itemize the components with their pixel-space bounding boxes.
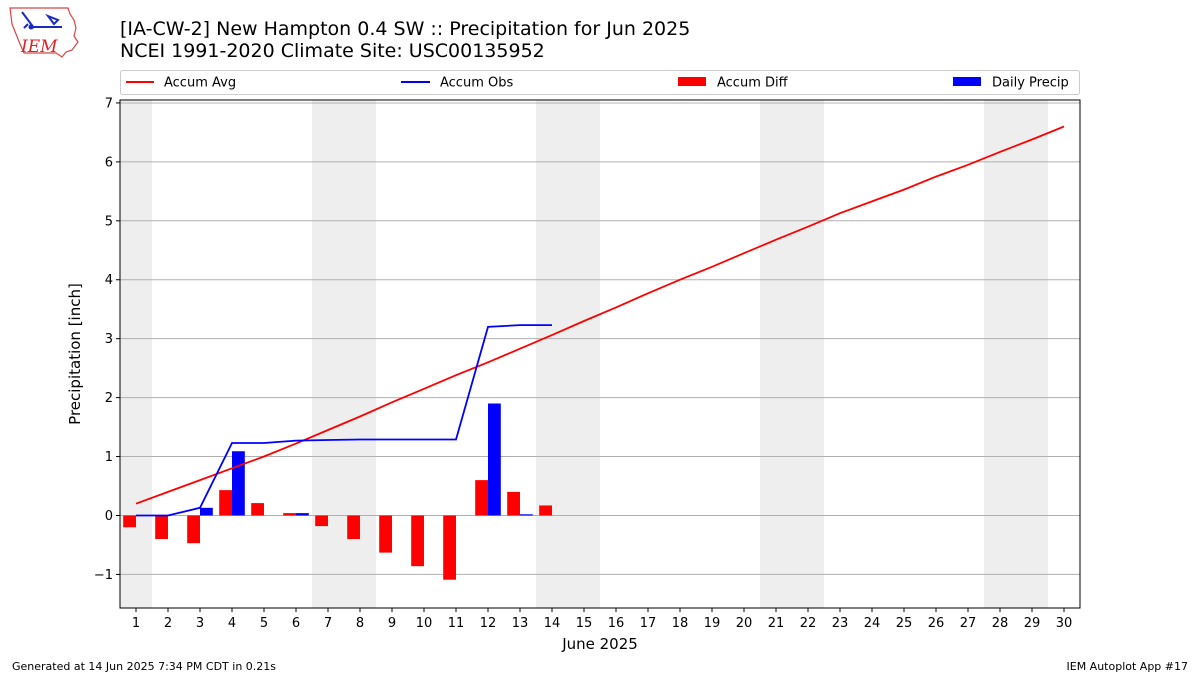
- legend-label-accum-obs: Accum Obs: [440, 76, 513, 91]
- accum-avg-line: [135, 125, 1065, 505]
- x-tick-label-27: 27: [960, 616, 977, 631]
- x-tick-label-9: 9: [388, 616, 396, 631]
- chart-title: [IA-CW-2] New Hampton 0.4 SW :: Precipit…: [120, 18, 690, 40]
- x-tick-label-13: 13: [512, 616, 529, 631]
- x-tick-label-12: 12: [480, 616, 497, 631]
- x-tick-label-3: 3: [196, 616, 204, 631]
- x-axis-label: June 2025: [561, 635, 638, 653]
- x-tick-label-7: 7: [324, 616, 332, 631]
- daily-precip-bar-4: [232, 451, 245, 516]
- iem-logo: IEM: [9, 7, 79, 58]
- y-tick-label-4: 4: [105, 273, 113, 288]
- accum-diff-bar-11: [443, 515, 456, 580]
- daily-precip-bar-12: [488, 403, 501, 516]
- accum-diff-bar-5: [251, 503, 264, 516]
- plot-frame: [119, 99, 1081, 609]
- accum-diff-bar-1: [123, 515, 136, 528]
- footer-app-id: IEM Autoplot App #17: [1067, 660, 1189, 673]
- y-tick-label-0: 0: [105, 509, 113, 524]
- series-lines: [135, 125, 1065, 517]
- legend: Accum Avg Accum Obs Accum Diff Daily Pre…: [120, 70, 1080, 95]
- accum-obs-line: [136, 324, 552, 517]
- x-tick-label-1: 1: [132, 616, 140, 631]
- accum-diff-bar-12: [475, 480, 488, 516]
- x-tick-label-25: 25: [896, 616, 913, 631]
- x-tick-label-2: 2: [164, 616, 172, 631]
- x-tick-label-4: 4: [228, 616, 236, 631]
- weekend-band-1: [120, 100, 152, 608]
- accum-diff-bar-9: [379, 515, 392, 553]
- footer-generated: Generated at 14 Jun 2025 7:34 PM CDT in …: [12, 660, 276, 673]
- y-tick-label-6: 6: [105, 155, 113, 170]
- x-tick-label-24: 24: [864, 616, 881, 631]
- x-tick-label-17: 17: [640, 616, 657, 631]
- legend-swatch-accum-diff: [678, 77, 706, 86]
- x-tick-label-22: 22: [800, 616, 817, 631]
- bars: [123, 403, 552, 580]
- accum-diff-bar-14: [539, 505, 552, 516]
- x-tick-label-18: 18: [672, 616, 689, 631]
- x-tick-label-21: 21: [768, 616, 785, 631]
- x-tick-label-28: 28: [992, 616, 1009, 631]
- x-tick-label-10: 10: [416, 616, 433, 631]
- x-tick-label-8: 8: [356, 616, 364, 631]
- accum-diff-bar-3: [187, 515, 200, 544]
- x-tick-label-14: 14: [544, 616, 561, 631]
- x-tick-label-5: 5: [260, 616, 268, 631]
- x-axis-ticks: 1 2 3 4 5 6 7 8 9 10 11 12 13 14 15 16 17 18 19 20 21 22 23 24 2…: [132, 608, 1072, 631]
- y-tick-label-5: 5: [105, 214, 113, 229]
- weekend-band-5: [984, 100, 1048, 608]
- x-tick-label-16: 16: [608, 616, 625, 631]
- chart-subtitle: NCEI 1991-2020 Climate Site: USC00135952: [120, 40, 545, 62]
- legend-swatch-daily-precip: [953, 77, 981, 86]
- x-tick-label-26: 26: [928, 616, 945, 631]
- weekend-band-2: [312, 100, 376, 608]
- x-tick-label-23: 23: [832, 616, 849, 631]
- y-tick-label-3: 3: [105, 332, 113, 347]
- x-tick-label-15: 15: [576, 616, 593, 631]
- accum-diff-bar-2: [155, 515, 168, 540]
- x-tick-label-11: 11: [448, 616, 465, 631]
- accum-diff-bar-4: [219, 490, 232, 516]
- y-axis-ticks: −1 0 1 2 3 4 5 6 7: [94, 96, 120, 583]
- x-tick-label-6: 6: [292, 616, 300, 631]
- daily-precip-bar-6: [296, 513, 309, 516]
- logo-text: IEM: [20, 37, 58, 57]
- y-axis-label: Precipitation [inch]: [66, 283, 84, 425]
- legend-label-daily-precip: Daily Precip: [992, 76, 1069, 91]
- y-tick-label--1: −1: [94, 568, 113, 583]
- accum-diff-bar-7: [315, 515, 328, 527]
- accum-diff-bar-6: [283, 513, 296, 516]
- y-tick-label-2: 2: [105, 391, 113, 406]
- y-tick-label-7: 7: [105, 96, 113, 111]
- x-tick-label-19: 19: [704, 616, 721, 631]
- weekend-bands: [120, 100, 1048, 608]
- accum-diff-bar-10: [411, 515, 424, 567]
- gridlines: [120, 102, 1080, 575]
- weather-vane-icon: [21, 11, 62, 29]
- weather-vane-hub: [28, 24, 34, 30]
- x-tick-label-20: 20: [736, 616, 753, 631]
- legend-label-accum-diff: Accum Diff: [717, 76, 789, 91]
- x-tick-label-29: 29: [1024, 616, 1041, 631]
- legend-box: [120, 70, 1080, 95]
- y-tick-label-1: 1: [105, 450, 113, 465]
- accum-diff-bar-8: [347, 515, 360, 540]
- accum-diff-bar-13: [507, 491, 520, 516]
- daily-precip-bar-13: [520, 514, 533, 516]
- legend-label-accum-avg: Accum Avg: [164, 76, 236, 91]
- weekend-band-3: [536, 100, 600, 608]
- weekend-band-4: [760, 100, 824, 608]
- daily-precip-bar-3: [200, 507, 213, 516]
- x-tick-label-30: 30: [1056, 616, 1073, 631]
